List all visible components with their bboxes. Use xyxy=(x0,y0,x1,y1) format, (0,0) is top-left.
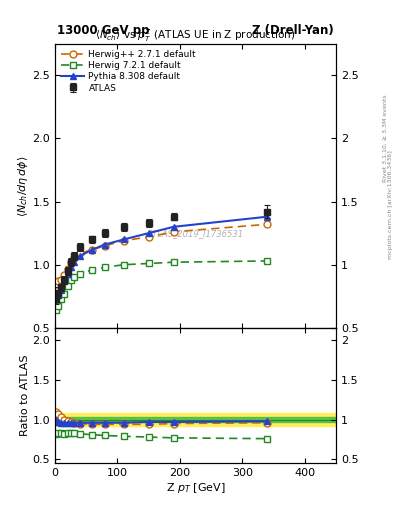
Herwig 7.2.1 default xyxy=(72,274,76,281)
Pythia 8.308 default xyxy=(62,278,67,284)
Herwig 7.2.1 default xyxy=(90,267,95,273)
Y-axis label: Ratio to ATLAS: Ratio to ATLAS xyxy=(20,355,29,436)
Herwig 7.2.1 default xyxy=(62,291,67,297)
Herwig 7.2.1 default xyxy=(56,304,61,310)
Herwig++ 2.7.1 default xyxy=(103,243,107,249)
Pythia 8.308 default xyxy=(59,287,64,293)
Herwig 7.2.1 default xyxy=(121,262,126,268)
Herwig 7.2.1 default xyxy=(59,296,64,302)
Pythia 8.308 default xyxy=(90,246,95,252)
Text: 13000 GeV pp: 13000 GeV pp xyxy=(57,24,149,37)
Pythia 8.308 default xyxy=(56,292,61,298)
Pythia 8.308 default xyxy=(146,230,151,236)
Line: Herwig 7.2.1 default: Herwig 7.2.1 default xyxy=(53,258,271,314)
X-axis label: Z $p_T$ [GeV]: Z $p_T$ [GeV] xyxy=(166,481,225,495)
Pythia 8.308 default xyxy=(265,214,270,220)
Text: Rivet 3.1.10, ≥ 3.3M events: Rivet 3.1.10, ≥ 3.3M events xyxy=(383,94,387,182)
Herwig 7.2.1 default xyxy=(78,270,83,276)
Herwig++ 2.7.1 default xyxy=(68,259,73,265)
Text: Z (Drell-Yan): Z (Drell-Yan) xyxy=(252,24,334,37)
Herwig++ 2.7.1 default xyxy=(56,278,61,284)
Herwig++ 2.7.1 default xyxy=(171,229,176,235)
Pythia 8.308 default xyxy=(171,224,176,230)
Line: Pythia 8.308 default: Pythia 8.308 default xyxy=(53,213,271,301)
Pythia 8.308 default xyxy=(68,264,73,270)
Pythia 8.308 default xyxy=(65,270,70,276)
Herwig 7.2.1 default xyxy=(171,259,176,265)
Bar xyxy=(55,413,336,426)
Herwig++ 2.7.1 default xyxy=(72,255,76,262)
Herwig++ 2.7.1 default xyxy=(78,250,83,257)
Line: Herwig++ 2.7.1 default: Herwig++ 2.7.1 default xyxy=(53,221,271,287)
Herwig 7.2.1 default xyxy=(54,307,59,313)
Herwig 7.2.1 default xyxy=(146,261,151,267)
Herwig++ 2.7.1 default xyxy=(54,281,59,287)
Pythia 8.308 default xyxy=(121,237,126,243)
Herwig 7.2.1 default xyxy=(265,258,270,264)
Text: mcplots.cern.ch [arXiv:1306.3436]: mcplots.cern.ch [arXiv:1306.3436] xyxy=(388,151,393,259)
Herwig++ 2.7.1 default xyxy=(90,246,95,252)
Pythia 8.308 default xyxy=(103,242,107,248)
Herwig++ 2.7.1 default xyxy=(62,272,67,278)
Herwig++ 2.7.1 default xyxy=(146,234,151,240)
Pythia 8.308 default xyxy=(54,294,59,301)
Bar xyxy=(55,417,336,422)
Pythia 8.308 default xyxy=(72,259,76,265)
Herwig 7.2.1 default xyxy=(68,277,73,283)
Herwig 7.2.1 default xyxy=(65,283,70,289)
Herwig++ 2.7.1 default xyxy=(59,277,64,283)
Herwig 7.2.1 default xyxy=(103,264,107,270)
Herwig++ 2.7.1 default xyxy=(65,265,70,271)
Pythia 8.308 default xyxy=(78,253,83,259)
Herwig++ 2.7.1 default xyxy=(121,238,126,244)
Legend: Herwig++ 2.7.1 default, Herwig 7.2.1 default, Pythia 8.308 default, ATLAS: Herwig++ 2.7.1 default, Herwig 7.2.1 def… xyxy=(59,48,198,94)
Text: ATLAS_2019_I1736531: ATLAS_2019_I1736531 xyxy=(147,229,244,239)
Title: $\langle N_{ch}\rangle$ vs $p_T^Z$ (ATLAS UE in Z production): $\langle N_{ch}\rangle$ vs $p_T^Z$ (ATLA… xyxy=(95,27,296,44)
Y-axis label: $\langle N_{ch}/d\eta\,d\phi\rangle$: $\langle N_{ch}/d\eta\,d\phi\rangle$ xyxy=(16,155,29,217)
Herwig++ 2.7.1 default xyxy=(265,221,270,227)
